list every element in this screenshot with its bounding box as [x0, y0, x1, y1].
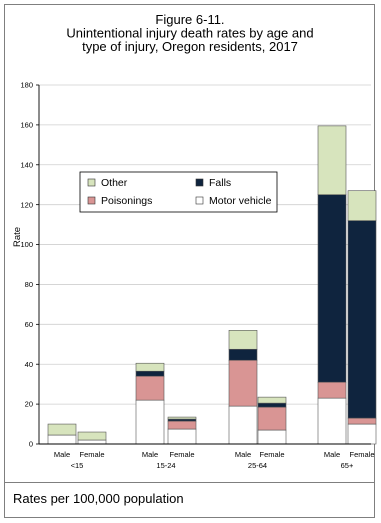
legend-swatch — [195, 196, 204, 205]
chart-title-line: Figure 6-11. — [155, 12, 224, 27]
y-tick-label: 60 — [25, 320, 33, 329]
bar-segment-other — [317, 125, 347, 195]
bar-segment-falls — [228, 348, 258, 361]
bar-segment-poisonings — [135, 375, 165, 401]
x-category-label: Female — [79, 450, 104, 459]
x-category-labels: Male Female Male Female Male Female Male Female… — [54, 450, 375, 470]
bar-segment-poisonings — [317, 381, 347, 399]
x-group-label: 65+ — [341, 461, 354, 470]
y-tick-label: 20 — [25, 400, 33, 409]
stacked-bar-chart: Figure 6-11.Unintentional injury death r… — [12, 12, 377, 470]
chart-title-line: type of injury, Oregon residents, 2017 — [82, 39, 298, 54]
bar-segment-poisonings — [228, 359, 258, 407]
y-tick-label: 140 — [20, 160, 33, 169]
bar-segment-motor-vehicle — [135, 399, 165, 445]
y-tick-label: 0 — [29, 440, 33, 449]
bar-segment-motor-vehicle — [167, 428, 197, 445]
legend-entry-label: Poisonings — [101, 195, 152, 207]
bar-segment-other — [135, 362, 165, 372]
bar-segment-poisonings — [167, 420, 197, 430]
bar-segment-falls — [347, 220, 377, 419]
chart-title-line: Unintentional injury death rates by age … — [66, 26, 313, 41]
x-category-label: Female — [349, 450, 374, 459]
bar-segment-falls — [317, 194, 347, 383]
bar-segment-other — [47, 423, 77, 436]
x-group-label: 15-24 — [156, 461, 175, 470]
x-category-label: Female — [169, 450, 194, 459]
y-tick-label: 40 — [25, 360, 33, 369]
x-category-label: Male — [324, 450, 340, 459]
legend-swatch — [87, 178, 96, 187]
y-tick-label: 180 — [20, 81, 33, 90]
y-tick-label: 100 — [20, 240, 33, 249]
bar-segment-poisonings — [257, 406, 287, 431]
bar-segment-falls — [135, 370, 165, 377]
x-category-label: Male — [235, 450, 251, 459]
x-category-label: Female — [259, 450, 284, 459]
bar-segment-other — [77, 431, 107, 441]
chart-title: Figure 6-11.Unintentional injury death r… — [66, 12, 313, 54]
bar-segment-other — [228, 330, 258, 350]
bar-segment-other — [167, 416, 197, 420]
x-group-label: 25-64 — [248, 461, 267, 470]
y-tick-label: 80 — [25, 280, 33, 289]
y-tick-label: 160 — [20, 120, 33, 129]
bar-segment-motor-vehicle — [257, 429, 287, 445]
y-axis-label: Rate — [12, 227, 23, 247]
bar-segment-motor-vehicle — [317, 397, 347, 445]
legend-entry-label: Motor vehicle — [209, 195, 272, 207]
legend-entry-label: Other — [101, 177, 128, 189]
y-tick-labels: 0 20 40 60 80 100 120 140 160 180 — [20, 81, 33, 449]
bar-segment-falls — [257, 402, 287, 408]
bars — [47, 125, 377, 445]
legend-swatch — [87, 196, 96, 205]
bar-segment-other — [347, 190, 377, 221]
legend: Other Falls Poisonings Motor vehicle — [79, 171, 278, 213]
legend-swatch — [195, 178, 204, 187]
x-category-label: Male — [142, 450, 158, 459]
bar-segment-other — [257, 396, 287, 404]
bar-segment-motor-vehicle — [228, 405, 258, 445]
y-tick-label: 120 — [20, 200, 33, 209]
x-category-label: Male — [54, 450, 70, 459]
bar-segment-poisonings — [347, 417, 377, 425]
footnote-separator — [5, 482, 374, 483]
bar-segment-motor-vehicle — [347, 423, 377, 445]
legend-box — [79, 171, 278, 213]
bar-segment-motor-vehicle — [77, 439, 107, 445]
axes — [36, 84, 371, 445]
x-group-label: <15 — [71, 461, 84, 470]
legend-entry-label: Falls — [209, 177, 231, 189]
bar-segment-motor-vehicle — [47, 434, 77, 445]
footnote: Rates per 100,000 population — [13, 491, 184, 506]
